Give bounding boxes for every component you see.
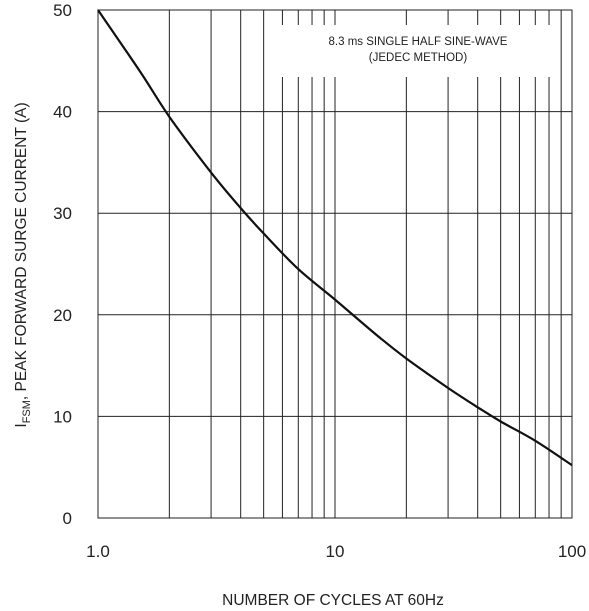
y-axis-label-text: , PEAK FORWARD SURGE CURRENT (A) [13, 102, 30, 400]
y-axis-symbol: I [13, 423, 30, 427]
y-tick-label: 10 [53, 407, 72, 426]
x-tick-label: 1.0 [86, 542, 110, 561]
annotation-line-2: (JEDEC METHOD) [369, 52, 468, 64]
annotation-line-1: 8.3 ms SINGLE HALF SINE-WAVE [329, 36, 508, 48]
annotation-background [278, 25, 558, 77]
x-tick-label: 100 [558, 542, 586, 561]
series-line [97, 9, 573, 467]
y-axis-title: IFSM, PEAK FORWARD SURGE CURRENT (A) [13, 102, 33, 427]
plot-frame [97, 9, 573, 519]
y-tick-label: 40 [53, 103, 72, 122]
y-tick-labels: 0 10 20 30 40 50 [53, 1, 72, 528]
y-tick-label: 50 [53, 1, 72, 20]
x-tick-label: 10 [326, 542, 345, 561]
y-axis-subscript: FSM [21, 400, 33, 423]
y-tick-label: 20 [53, 306, 72, 325]
x-axis-title: NUMBER OF CYCLES AT 60Hz [222, 592, 444, 609]
x-tick-labels: 1.0 10 100 [86, 542, 586, 561]
y-tick-label: 0 [63, 509, 72, 528]
y-tick-label: 30 [53, 204, 72, 223]
grid-lines [98, 10, 572, 518]
